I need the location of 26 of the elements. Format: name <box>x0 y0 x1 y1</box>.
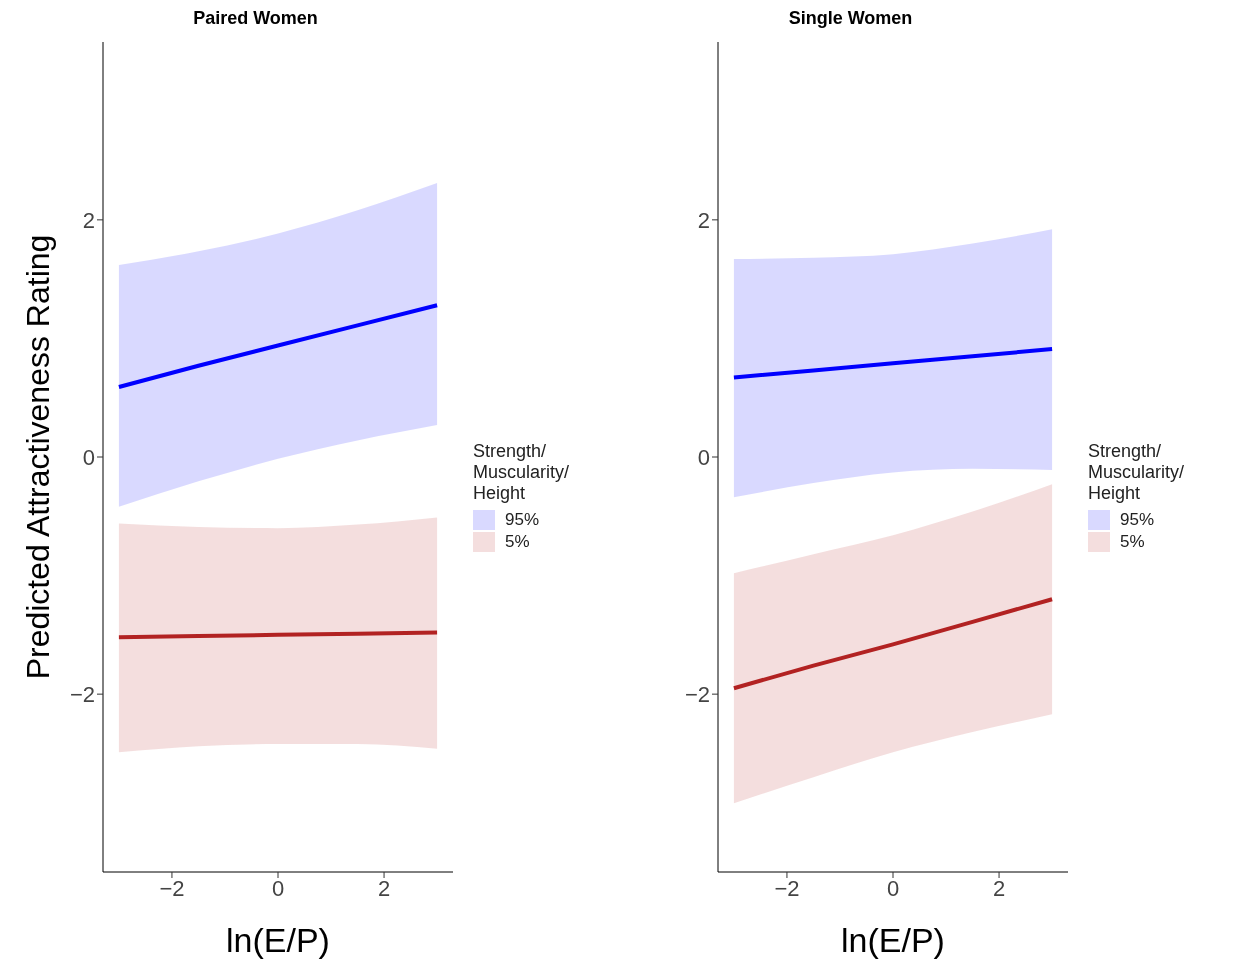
legend-label: 5% <box>1120 531 1145 552</box>
y-tick-label: 2 <box>82 207 95 233</box>
y-tick-label: 2 <box>697 207 710 233</box>
legend-title: Strength/ Muscularity/ Height <box>473 440 571 504</box>
x-tick-label: 0 <box>886 875 900 901</box>
x-tick-label: 2 <box>992 875 1006 901</box>
x-axis-title: ln(E/P) <box>841 921 945 959</box>
x-axis-title: ln(E/P) <box>226 921 330 959</box>
legend-label: 95% <box>1120 509 1155 530</box>
chart-title: Paired Women <box>192 8 319 30</box>
x-tick-label: −2 <box>159 875 185 901</box>
x-tick-label: 0 <box>271 875 285 901</box>
x-tick-label: 2 <box>377 875 391 901</box>
y-tick-label: 0 <box>82 444 95 470</box>
y-tick-label: −2 <box>69 681 95 707</box>
legend-title: Strength/ Muscularity/ Height <box>1088 440 1186 504</box>
legend-label: 5% <box>505 531 530 552</box>
y-tick-label: −2 <box>684 681 710 707</box>
line-series <box>116 303 440 390</box>
chart-title: Single Women <box>787 8 914 30</box>
line-series <box>731 347 1055 380</box>
y-axis-title: Predicted Attractiveness Rating <box>20 234 57 680</box>
legend-label: 95% <box>505 509 540 530</box>
y-tick-label: 0 <box>697 444 710 470</box>
line-series <box>731 597 1055 691</box>
x-tick-label: −2 <box>774 875 800 901</box>
